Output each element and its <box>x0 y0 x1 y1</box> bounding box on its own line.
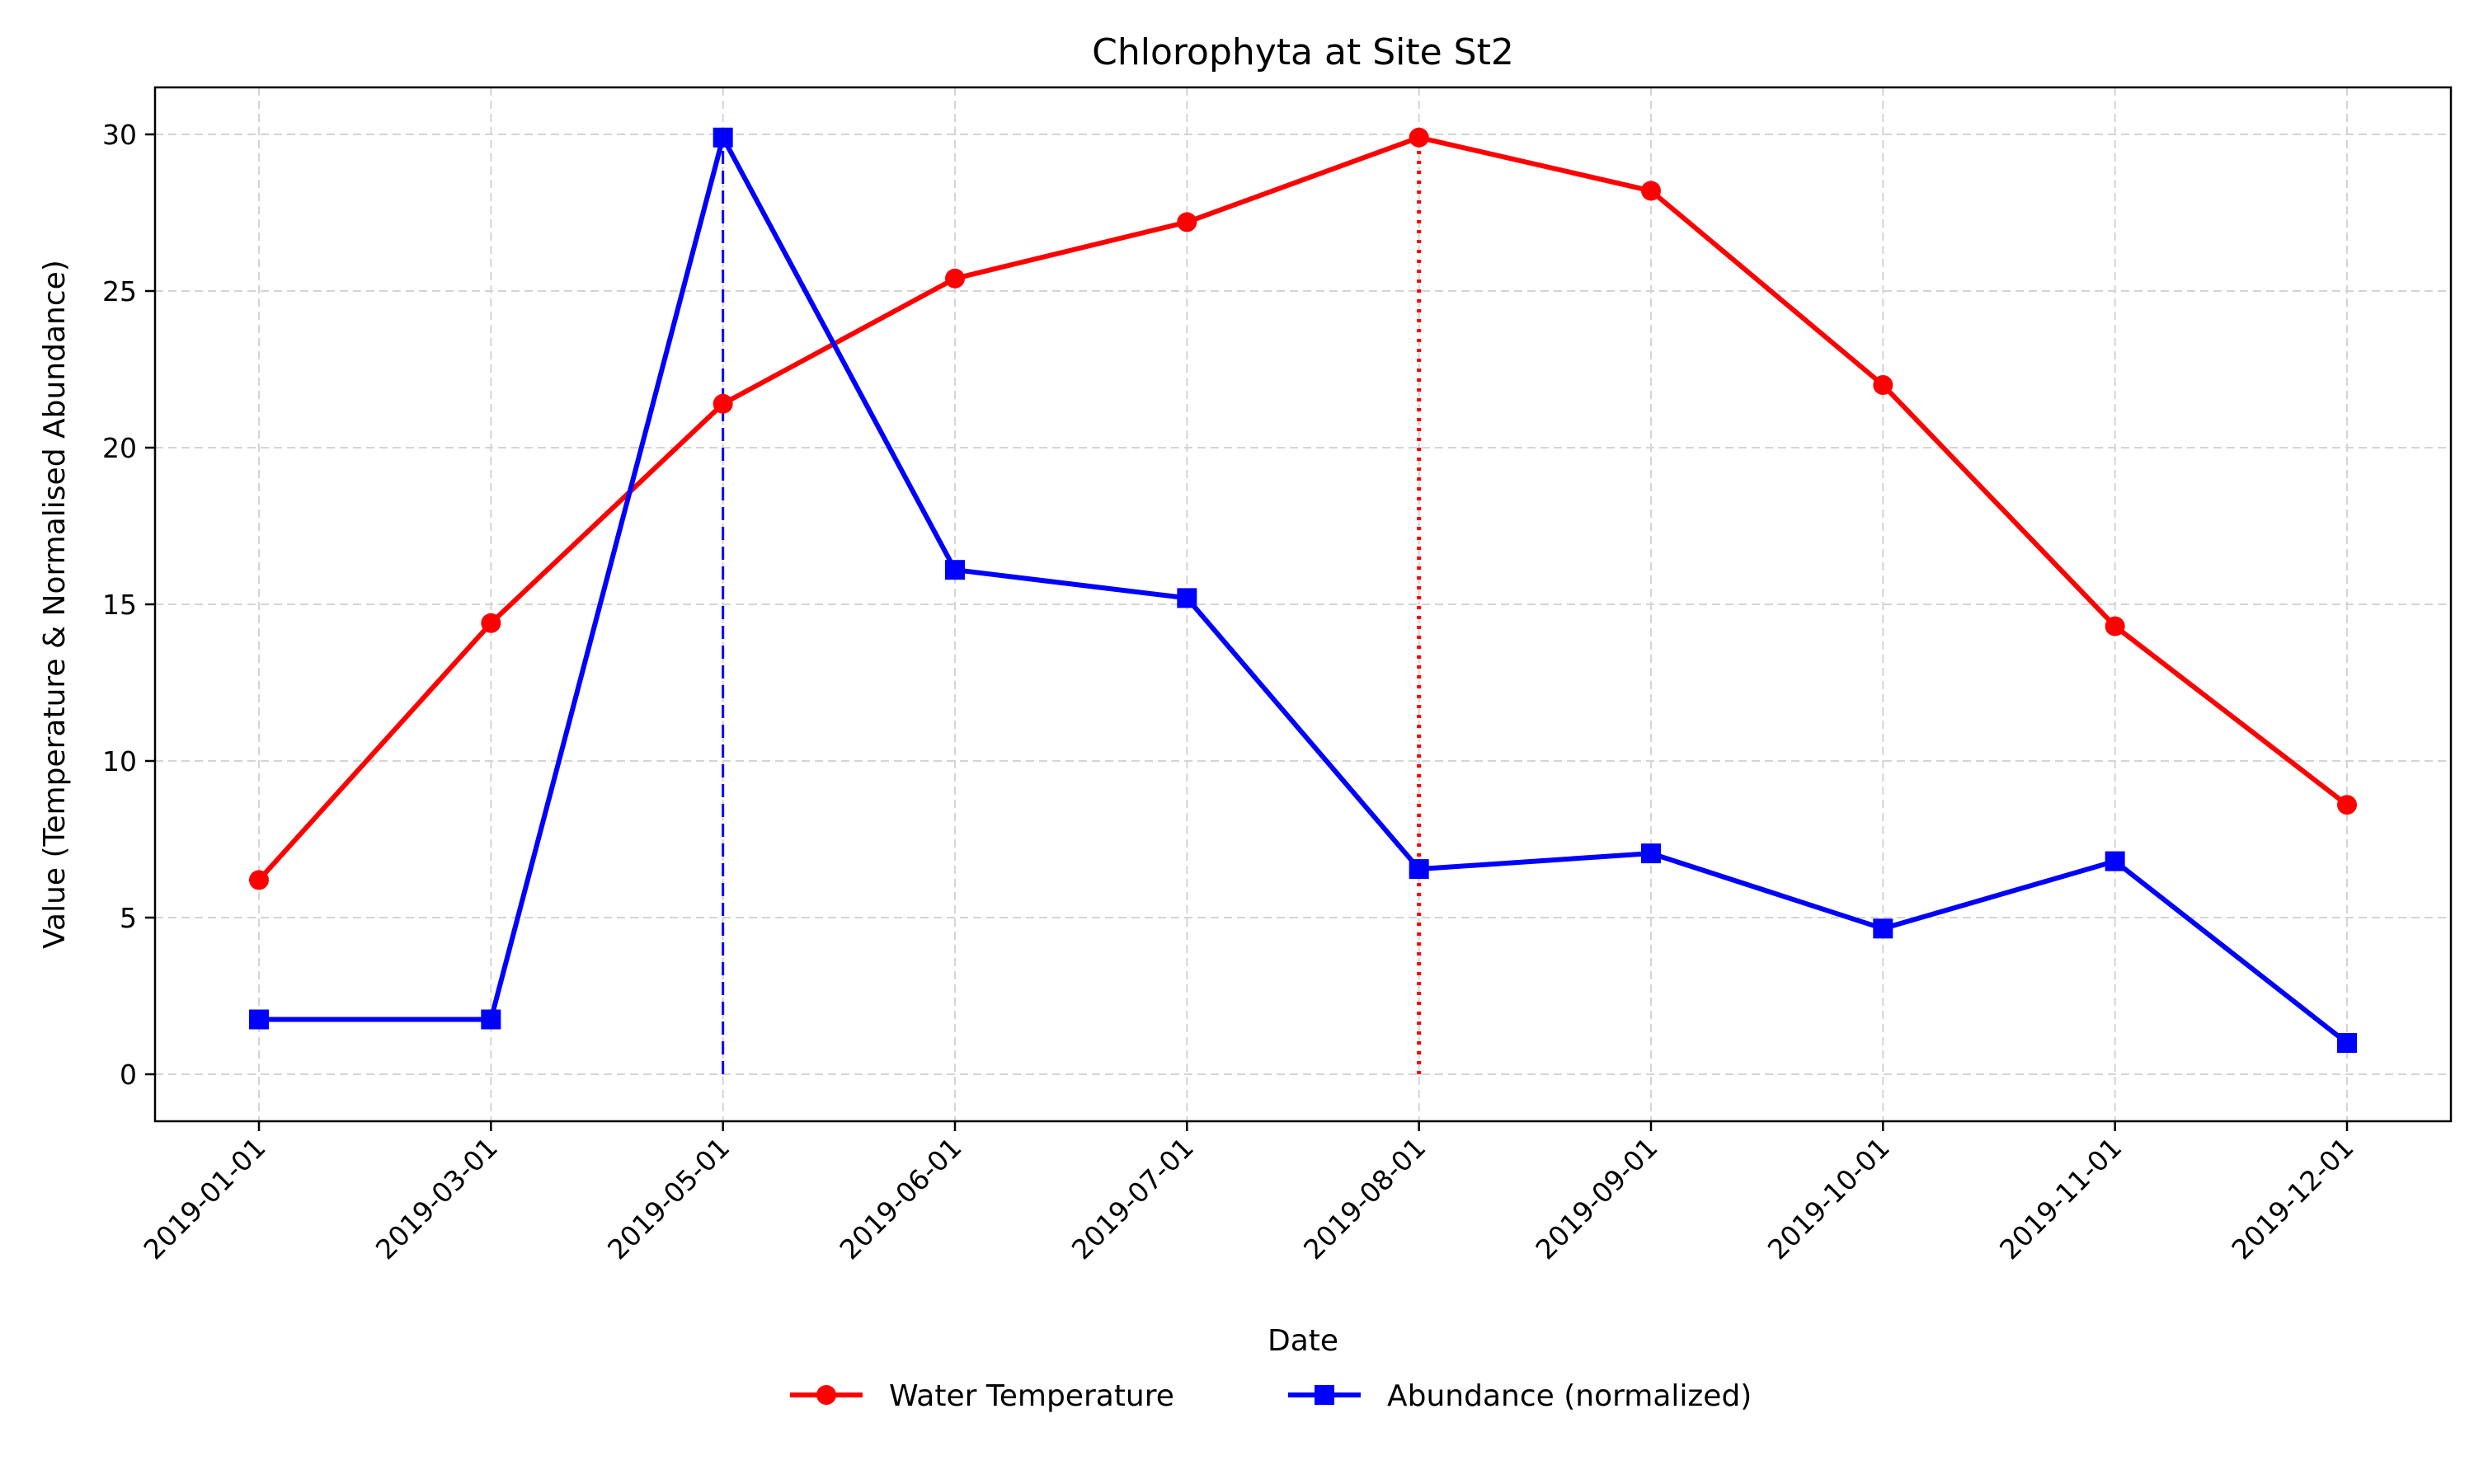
data-point <box>945 268 965 289</box>
data-point <box>2337 795 2357 815</box>
data-point <box>945 560 965 580</box>
y-axis-title: Value (Temperature & Normalised Abundanc… <box>38 260 72 949</box>
legend-label: Water Temperature <box>889 1379 1174 1413</box>
x-axis-title: Date <box>1268 1324 1338 1358</box>
legend: Water Temperature Abundance (normalized) <box>790 1379 1752 1413</box>
data-point <box>249 870 269 890</box>
y-tick-label: 10 <box>102 745 137 777</box>
y-tick-label: 0 <box>120 1059 137 1091</box>
data-point <box>2337 1033 2357 1053</box>
data-point <box>481 613 501 633</box>
annotation-layer <box>722 137 1422 1074</box>
data-point <box>1873 918 1893 939</box>
data-point <box>1873 375 1893 395</box>
data-point <box>2105 616 2125 636</box>
data-point <box>1409 127 1429 148</box>
data-point <box>481 1009 501 1030</box>
data-point <box>1177 588 1197 608</box>
series-layer <box>249 127 2357 1053</box>
data-point <box>713 127 733 148</box>
legend-marker <box>816 1385 836 1405</box>
data-point <box>1409 859 1429 880</box>
data-point <box>1177 212 1197 232</box>
y-tick-label: 25 <box>102 275 137 308</box>
y-tick-label: 5 <box>120 902 137 934</box>
legend-label: Abundance (normalized) <box>1387 1379 1752 1413</box>
series-line <box>256 134 2349 882</box>
y-tick-label: 15 <box>102 589 137 621</box>
data-point <box>1641 181 1661 201</box>
y-tick-label: 20 <box>102 432 137 464</box>
legend-marker <box>1315 1385 1334 1405</box>
data-point <box>713 393 733 414</box>
data-point <box>1641 843 1661 864</box>
y-tick-label: 30 <box>102 119 137 151</box>
chart-title: Chlorophyta at Site St2 <box>1092 31 1514 73</box>
series-line <box>259 134 2349 1045</box>
data-point <box>2105 851 2125 871</box>
data-point <box>249 1009 269 1030</box>
